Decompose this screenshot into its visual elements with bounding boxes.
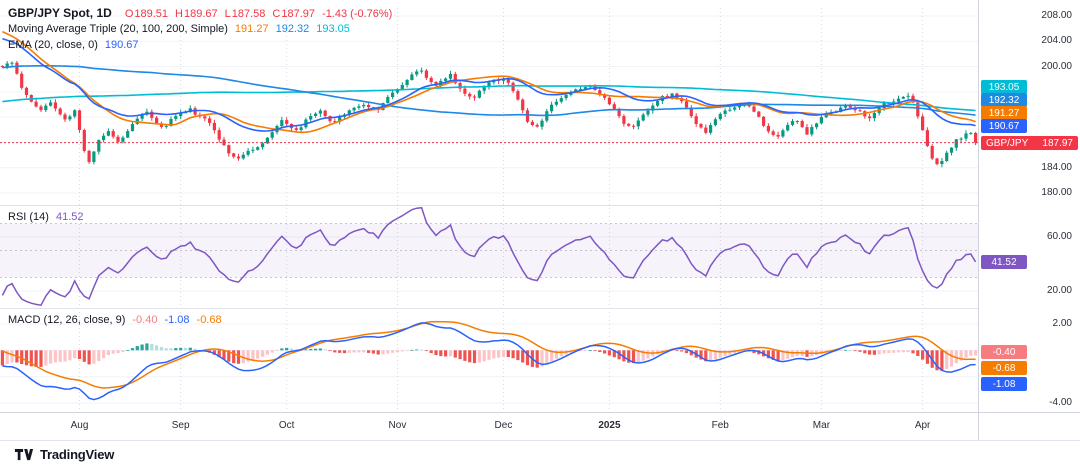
price-axis-tick: 184.00 bbox=[1041, 161, 1072, 173]
last-price-value: 187.97 bbox=[1042, 137, 1073, 149]
chart-legend: GBP/JPY Spot, 1D O189.51 H189.67 L187.58 C18… bbox=[8, 5, 392, 53]
price-axis-tick: 208.00 bbox=[1041, 10, 1072, 21]
branding-bar: TradingView bbox=[0, 440, 1080, 468]
macd-signal-value: -0.68 bbox=[196, 314, 222, 326]
time-axis-label: Feb bbox=[711, 420, 729, 431]
macd-line-value-label: -1.08 bbox=[981, 377, 1027, 391]
macd-line-value: -1.08 bbox=[164, 314, 190, 326]
price-label-sma100: 192.32 bbox=[981, 93, 1027, 107]
macd-hist-value-label: -0.40 bbox=[981, 345, 1027, 359]
macd-signal-value-label: -0.68 bbox=[981, 361, 1027, 375]
indicator-ema-title[interactable]: EMA (20, close, 0) bbox=[8, 39, 98, 51]
panel-separator[interactable] bbox=[0, 308, 1080, 309]
time-axis-label: Oct bbox=[278, 420, 295, 431]
rsi-value: 41.52 bbox=[55, 211, 84, 223]
time-axis-label: Dec bbox=[494, 420, 513, 431]
macd-signal-line bbox=[2, 320, 976, 389]
sma100-line bbox=[2, 65, 976, 117]
tradingview-logomark-icon bbox=[14, 449, 34, 461]
indicator-macd-title[interactable]: MACD (12, 26, close, 9) bbox=[8, 314, 126, 326]
price-label-sma200: 193.05 bbox=[981, 80, 1027, 94]
chart-canvas[interactable] bbox=[0, 0, 978, 412]
ma20-value: 191.27 bbox=[234, 23, 269, 35]
macd-axis-tick: 2.00 bbox=[1052, 318, 1072, 329]
rsi-axis-tick: 60.00 bbox=[1046, 231, 1072, 242]
macd-axis-tick: -4.00 bbox=[1049, 397, 1072, 408]
time-axis-label: Mar bbox=[812, 420, 831, 431]
time-axis-label: 2025 bbox=[598, 420, 621, 431]
macd-line bbox=[2, 322, 976, 401]
time-axis-label: Aug bbox=[70, 420, 89, 431]
time-scale[interactable]: Aug Sep Oct Nov Dec 2025 Feb Mar Apr bbox=[0, 412, 978, 440]
scale-corner bbox=[978, 412, 1080, 440]
symbol-title[interactable]: GBP/JPY Spot, 1D bbox=[8, 6, 112, 20]
price-label-ema20: 190.67 bbox=[981, 119, 1027, 133]
macd-legend: MACD (12, 26, close, 9) -0.40 -1.08 -0.68 bbox=[8, 312, 222, 328]
candlestick-series bbox=[0, 60, 978, 168]
price-axis-tick: 200.00 bbox=[1041, 60, 1072, 72]
ma100-value: 192.32 bbox=[275, 23, 310, 35]
time-axis-label: Nov bbox=[388, 420, 407, 431]
price-label-sma20: 191.27 bbox=[981, 106, 1027, 120]
sma200-line bbox=[2, 84, 976, 112]
change-value: -1.43 (-0.76%) bbox=[322, 8, 393, 20]
rsi-legend: RSI (14) 41.52 bbox=[8, 209, 84, 225]
indicator-rsi-title[interactable]: RSI (14) bbox=[8, 211, 49, 223]
time-axis-label: Apr bbox=[914, 420, 931, 431]
panel-separator[interactable] bbox=[0, 205, 1080, 206]
rsi-line bbox=[1, 206, 977, 307]
tradingview-logo[interactable]: TradingView bbox=[14, 447, 114, 462]
ohlc-values: O189.51 H189.67 L187.58 C187.97 -1.43 (-0.76… bbox=[124, 8, 393, 20]
rsi-value-label: 41.52 bbox=[981, 255, 1027, 269]
sma20-line bbox=[2, 30, 976, 134]
ema-value: 190.67 bbox=[104, 39, 139, 51]
rsi-axis-tick: 20.00 bbox=[1046, 285, 1072, 296]
last-price-label: GBP/JPY 187.97 bbox=[981, 136, 1078, 150]
time-axis-label: Sep bbox=[171, 420, 190, 431]
ema20-line bbox=[2, 37, 976, 132]
last-price-symbol: GBP/JPY bbox=[986, 137, 1029, 149]
ma200-value: 193.05 bbox=[316, 23, 350, 35]
tradingview-wordmark: TradingView bbox=[40, 447, 115, 462]
macd-hist-value: -0.40 bbox=[132, 314, 158, 326]
price-axis-tick: 180.00 bbox=[1041, 187, 1072, 198]
indicator-ma-triple-title[interactable]: Moving Average Triple (20, 100, 200, Sim… bbox=[8, 23, 228, 35]
price-scale[interactable]: 193.05 192.32 191.27 190.67 GBP/JPY 187.… bbox=[978, 0, 1080, 412]
price-axis-tick: 204.00 bbox=[1041, 35, 1072, 47]
